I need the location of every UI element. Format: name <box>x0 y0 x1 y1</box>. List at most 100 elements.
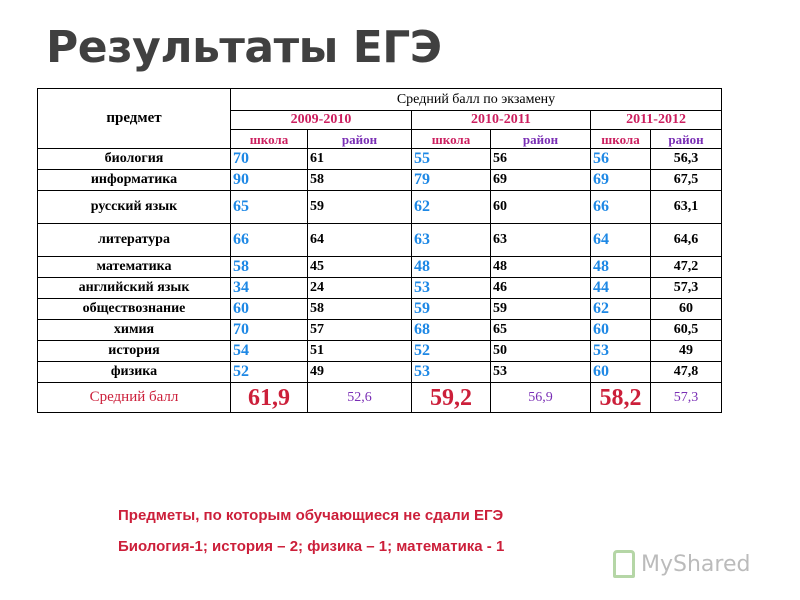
table-row: обществознание 60 58 59 59 62 60 <box>37 298 723 320</box>
school-score: 66 <box>590 190 651 224</box>
school-score: 62 <box>411 190 491 224</box>
rayon-score: 61 <box>307 148 412 170</box>
school-score: 53 <box>411 361 491 383</box>
rayon-score: 58 <box>307 298 412 320</box>
table-row: биология 70 61 55 56 56 56,3 <box>37 148 723 170</box>
myshared-logo-icon <box>613 550 635 578</box>
rayon-score: 47,8 <box>649 361 723 383</box>
school-average: 58,2 <box>590 382 651 413</box>
school-score: 48 <box>590 256 651 278</box>
rayon-score: 69 <box>490 169 591 191</box>
school-score: 60 <box>230 298 308 320</box>
rayon-score: 59 <box>307 190 412 224</box>
subject-cell: история <box>37 340 231 362</box>
rayon-score: 67,5 <box>649 169 723 191</box>
rayon-score: 60,5 <box>649 319 723 341</box>
school-score: 55 <box>411 148 491 170</box>
rayon-average: 56,9 <box>490 382 591 413</box>
rayon-score: 46 <box>490 277 591 299</box>
subject-cell: химия <box>37 319 231 341</box>
subject-cell: литература <box>37 223 231 257</box>
school-score: 56 <box>590 148 651 170</box>
subject-cell: русский язык <box>37 190 231 224</box>
rayon-average: 57,3 <box>649 382 723 413</box>
school-score: 53 <box>411 277 491 299</box>
subject-cell: английский язык <box>37 277 231 299</box>
rayon-score: 57 <box>307 319 412 341</box>
rayon-score: 45 <box>307 256 412 278</box>
table-row: английский язык 34 24 53 46 44 57,3 <box>37 277 723 299</box>
school-score: 68 <box>411 319 491 341</box>
page-title: Результаты ЕГЭ <box>46 22 442 73</box>
school-score: 52 <box>411 340 491 362</box>
rayon-score: 24 <box>307 277 412 299</box>
rayon-score: 64 <box>307 223 412 257</box>
school-col-header: школа <box>230 129 308 149</box>
rayon-score: 49 <box>649 340 723 362</box>
rayon-col-header: район <box>307 129 412 149</box>
rayon-score: 50 <box>490 340 591 362</box>
rayon-score: 65 <box>490 319 591 341</box>
school-col-header: школа <box>590 129 651 149</box>
school-score: 62 <box>590 298 651 320</box>
watermark-text: MyShared <box>641 551 751 577</box>
rayon-score: 63,1 <box>649 190 723 224</box>
rayon-col-header: район <box>490 129 591 149</box>
school-score: 70 <box>230 319 308 341</box>
rayon-score: 49 <box>307 361 412 383</box>
school-score: 52 <box>230 361 308 383</box>
school-score: 60 <box>590 319 651 341</box>
table-row: русский язык 65 59 62 60 66 63,1 <box>37 190 723 224</box>
school-score: 34 <box>230 277 308 299</box>
rayon-score: 58 <box>307 169 412 191</box>
subject-cell: физика <box>37 361 231 383</box>
failed-subjects-detail: Биология-1; история – 2; физика – 1; мат… <box>118 538 505 555</box>
table-row: химия 70 57 68 65 60 60,5 <box>37 319 723 341</box>
school-score: 48 <box>411 256 491 278</box>
school-score: 63 <box>411 223 491 257</box>
school-score: 58 <box>230 256 308 278</box>
table-row: история 54 51 52 50 53 49 <box>37 340 723 362</box>
rayon-score: 56,3 <box>649 148 723 170</box>
table-row: информатика 90 58 79 69 69 67,5 <box>37 169 723 191</box>
subject-cell: обществознание <box>37 298 231 320</box>
rayon-score: 60 <box>649 298 723 320</box>
failed-subjects-heading: Предметы, по которым обучающиеся не сдал… <box>118 507 504 524</box>
school-score: 65 <box>230 190 308 224</box>
rayon-score: 48 <box>490 256 591 278</box>
school-score: 90 <box>230 169 308 191</box>
table-row: математика 58 45 48 48 48 47,2 <box>37 256 723 278</box>
school-score: 66 <box>230 223 308 257</box>
rayon-score: 51 <box>307 340 412 362</box>
rayon-score: 60 <box>490 190 591 224</box>
avg-score-header: Средний балл по экзамену <box>229 88 723 111</box>
subject-cell: информатика <box>37 169 231 191</box>
rayon-score: 63 <box>490 223 591 257</box>
school-col-header: школа <box>411 129 491 149</box>
rayon-score: 56 <box>490 148 591 170</box>
rayon-score: 47,2 <box>649 256 723 278</box>
subject-cell: биология <box>37 148 231 170</box>
school-score: 53 <box>590 340 651 362</box>
table-row: физика 52 49 53 53 60 47,8 <box>37 361 723 383</box>
average-label: Средний балл <box>37 382 231 413</box>
school-average: 61,9 <box>230 382 308 413</box>
rayon-score: 57,3 <box>649 277 723 299</box>
rayon-score: 64,6 <box>649 223 723 257</box>
year-header: 2011-2012 <box>589 110 723 130</box>
average-row: Средний балл 61,9 52,6 59,2 56,9 58,2 57… <box>37 382 723 413</box>
school-score: 60 <box>590 361 651 383</box>
rayon-average: 52,6 <box>307 382 412 413</box>
year-header: 2009-2010 <box>230 110 412 130</box>
results-table: предмет Средний балл по экзамену 2009-20… <box>37 88 723 413</box>
school-score: 54 <box>230 340 308 362</box>
rayon-col-header: район <box>649 129 723 149</box>
school-average: 59,2 <box>411 382 491 413</box>
school-score: 44 <box>590 277 651 299</box>
school-score: 64 <box>590 223 651 257</box>
rayon-score: 53 <box>490 361 591 383</box>
watermark: MyShared <box>613 544 763 584</box>
school-score: 59 <box>411 298 491 320</box>
table-row: литература 66 64 63 63 64 64,6 <box>37 223 723 257</box>
subject-header: предмет <box>37 88 231 149</box>
